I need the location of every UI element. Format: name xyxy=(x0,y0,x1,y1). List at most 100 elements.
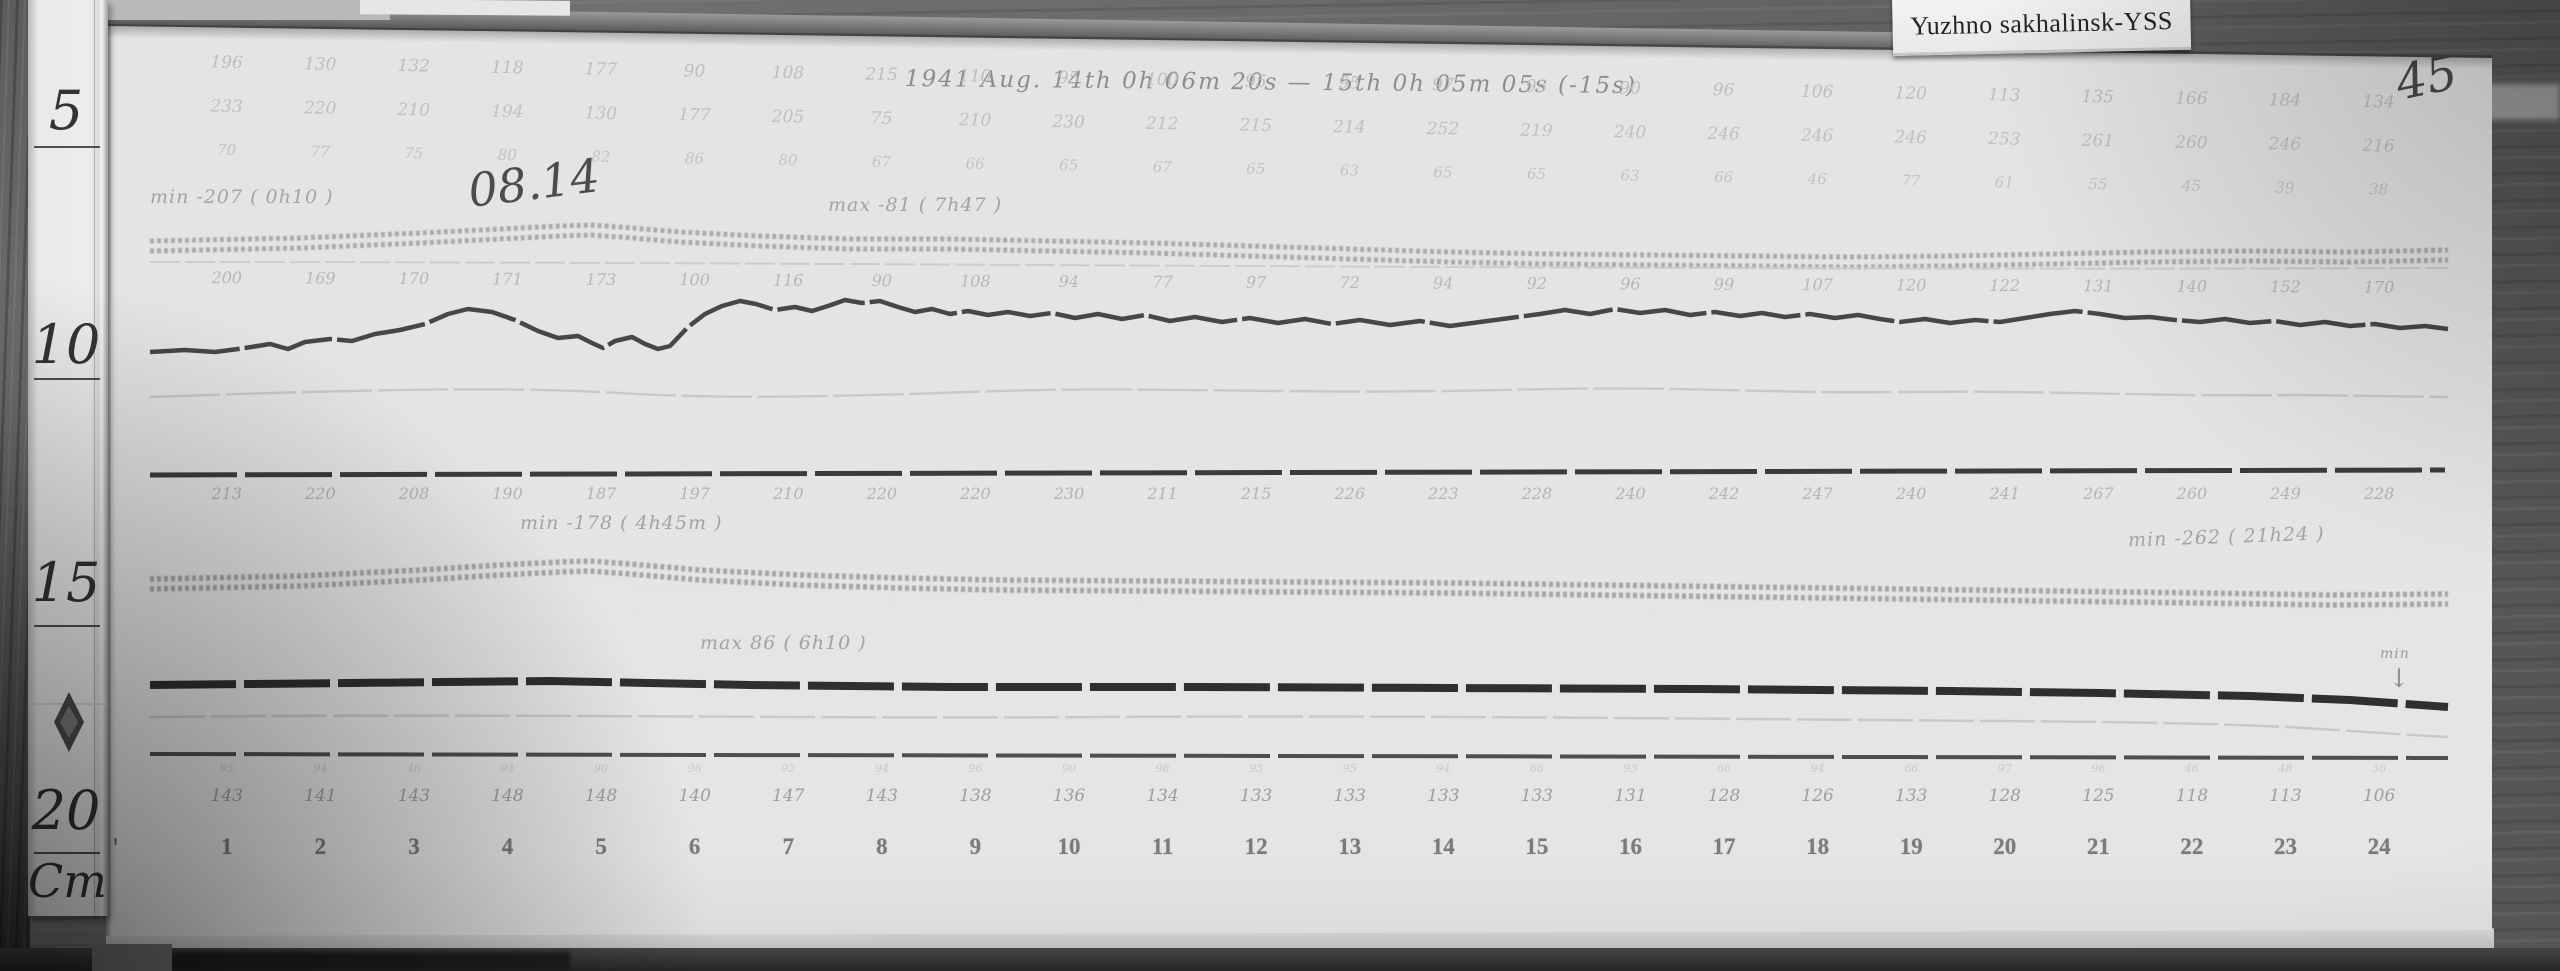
reading-cell: 132 xyxy=(397,55,431,77)
corner-tick-mark: ' xyxy=(112,834,120,864)
reading-cell: 67 xyxy=(1152,157,1172,177)
reading-cell: 100 xyxy=(679,270,710,290)
reading-cell: 66 xyxy=(1529,762,1544,775)
reading-cell: 39 xyxy=(2275,178,2295,197)
reading-cell: 100 xyxy=(1145,69,1179,91)
reading-cell: 210 xyxy=(772,484,804,503)
reading-cell: 215 xyxy=(1239,115,1273,137)
reading-cell: 213 xyxy=(211,484,243,503)
annotation-trace3-min: min -178 ( 4h45m ) xyxy=(520,512,723,534)
reading-cell: 205 xyxy=(771,106,805,128)
reading-cell: 246 xyxy=(1707,123,1741,145)
reading-cell: 141 xyxy=(304,786,337,806)
reading-cell: 152 xyxy=(2270,277,2301,297)
reading-cell: 36 xyxy=(2372,762,2387,775)
reading-cell: 246 xyxy=(2268,134,2302,155)
reading-cell: 108 xyxy=(771,62,805,84)
reading-cell: 246 xyxy=(1800,125,1834,147)
reading-cell: 66 xyxy=(1717,762,1732,775)
reading-cell: 95 xyxy=(1525,76,1548,98)
hour-label: 7 xyxy=(782,834,795,859)
reading-cell: 96 xyxy=(687,762,702,775)
reading-cell: 138 xyxy=(959,786,992,806)
reading-cell: 233 xyxy=(210,96,244,118)
reading-cell: 242 xyxy=(1708,484,1740,503)
reading-cell: 110 xyxy=(958,66,992,87)
reading-cell: 249 xyxy=(2270,484,2301,503)
reading-cell: 93 xyxy=(1623,762,1638,775)
reading-cell: 240 xyxy=(1613,122,1647,143)
reading-cell: 215 xyxy=(865,64,898,86)
reading-cell: 212 xyxy=(1145,113,1179,135)
cm-ruler: 5 10 15 20 Cm xyxy=(28,0,108,916)
reading-cell: 97 xyxy=(1997,762,2012,775)
reading-cell: 98 xyxy=(1155,762,1170,775)
reading-cell: 187 xyxy=(585,484,617,503)
reading-cell: 96 xyxy=(968,762,983,775)
reading-cell: 113 xyxy=(2269,786,2302,806)
station-name: Yuzhno sakhalinsk-YSS xyxy=(1910,6,2174,41)
reading-cell: 133 xyxy=(1427,786,1460,806)
ruler-mark-15: 15 xyxy=(31,551,101,614)
reading-cell: 170 xyxy=(398,268,430,289)
reading-cell: 133 xyxy=(1894,786,1928,806)
hour-label: 3 xyxy=(408,834,420,859)
reading-cell: 135 xyxy=(2081,86,2115,108)
reading-cell: 196 xyxy=(210,52,244,74)
annotation-edge-min: min xyxy=(2380,646,2410,662)
reading-cell: 66 xyxy=(965,154,985,173)
reading-cell: 210 xyxy=(397,99,431,121)
hour-label: 22 xyxy=(2180,834,2204,859)
main-wavy-trace xyxy=(149,297,2449,355)
hour-scale: 1 2 3 4 5 6 7 8 9 10 11 12 13 14 15 16 17 18 19 20 21 22 23 24 xyxy=(180,834,2426,860)
reading-cell: 90 xyxy=(1619,78,1642,99)
reading-cell: 140 xyxy=(2176,276,2208,296)
hour-label: 2 xyxy=(314,834,327,859)
reading-cell: 65 xyxy=(1246,159,1266,178)
hour-label: 11 xyxy=(1151,834,1174,859)
reading-cell: 92 xyxy=(781,762,796,775)
reading-cell: 72 xyxy=(1339,273,1360,293)
reading-cell: 77 xyxy=(310,142,330,161)
wood-table-left-edge xyxy=(0,0,30,971)
hour-label: 6 xyxy=(688,834,701,859)
reading-cell: 96 xyxy=(2091,762,2106,775)
ruler-division xyxy=(34,378,100,380)
reading-cell: 252 xyxy=(1426,118,1460,140)
reading-cell: 240 xyxy=(1895,484,1927,503)
ruler-mark-10: 10 xyxy=(31,313,101,376)
reading-cell: 215 xyxy=(1240,484,1272,503)
reading-cell: 94 xyxy=(500,762,515,775)
reading-cell: 131 xyxy=(2082,276,2114,296)
bottom-left-object xyxy=(92,944,172,971)
reading-cell: 246 xyxy=(1894,127,1928,149)
reading-cell: 210 xyxy=(958,110,992,131)
lower-baseline-trace xyxy=(149,752,2449,760)
reading-cell: 66 xyxy=(1904,762,1919,775)
reading-cell: 240 xyxy=(1615,484,1646,503)
reading-cell: 94 xyxy=(1436,762,1451,775)
reading-cell: 94 xyxy=(1058,271,1080,291)
dotted-band-trace-1 xyxy=(150,222,2448,267)
reading-cell: 131 xyxy=(1614,786,1647,806)
reading-cell: 99 xyxy=(1713,274,1735,294)
reading-cell: 147 xyxy=(772,786,805,806)
hour-label: 19 xyxy=(1899,834,1923,859)
reading-cell: 220 xyxy=(303,98,337,119)
hour-label: 1 xyxy=(221,834,233,859)
reading-cell: 95 xyxy=(1057,68,1080,89)
reading-cell: 148 xyxy=(584,786,618,806)
reading-cell: 133 xyxy=(1239,786,1273,806)
reading-cell: 171 xyxy=(492,269,523,289)
reading-cell: 96 xyxy=(1712,80,1735,101)
reading-cell: 230 xyxy=(1053,484,1085,503)
annotation-trace1-min: min -207 ( 0h10 ) xyxy=(150,186,334,208)
reading-cell: 61 xyxy=(1994,173,2015,192)
thick-dark-trace xyxy=(149,676,2449,711)
faint-baseline-2 xyxy=(149,714,2449,739)
readings-baseline-row: 213 220 208 190 187 197 210 220 220 230 211 215 226 2… xyxy=(180,484,2426,503)
reading-cell: 86 xyxy=(684,149,705,168)
reading-cell: 120 xyxy=(1894,83,1928,105)
straight-baseline-trace xyxy=(149,467,2446,478)
